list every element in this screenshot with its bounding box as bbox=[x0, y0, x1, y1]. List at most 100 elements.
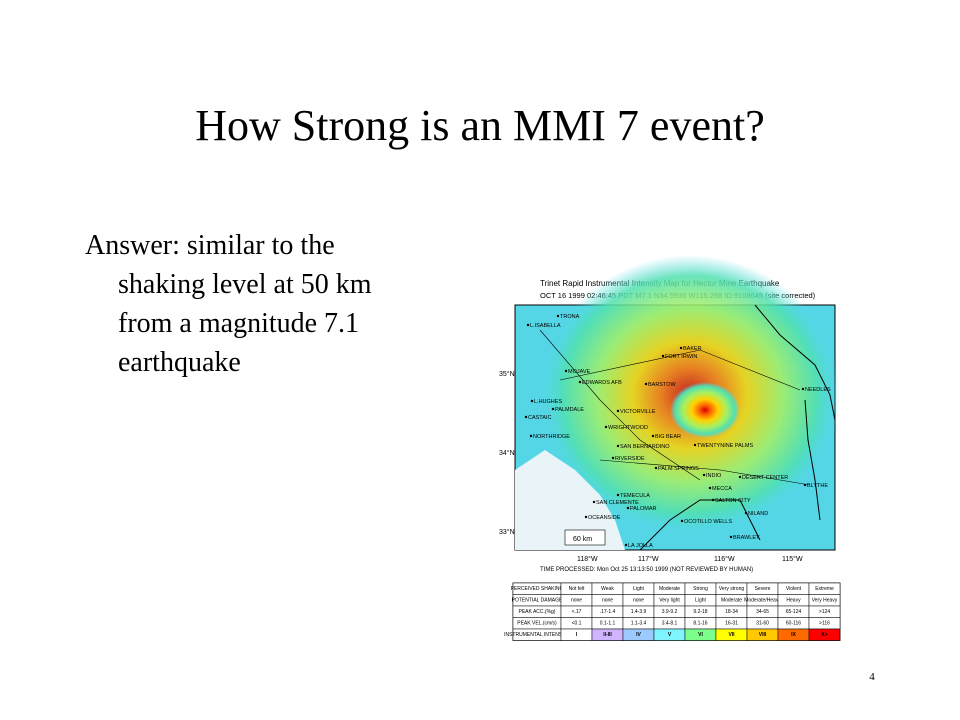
place-label: PALOMAR bbox=[630, 506, 657, 512]
place-dot bbox=[651, 434, 655, 438]
legend-header: PEAK VEL.(cm/s) bbox=[517, 621, 557, 627]
place-label: NORTHRIDGE bbox=[533, 434, 570, 440]
legend-cell-text: Weak bbox=[601, 586, 614, 592]
roads bbox=[539, 329, 811, 486]
processed-note: TIME PROCESSED: Mon Oct 25 13:13:50 1999… bbox=[540, 567, 753, 573]
legend-cell-text: Violent bbox=[786, 586, 802, 592]
legend-cell-text: 16-31 bbox=[725, 621, 738, 627]
legend-cell-text: IX bbox=[791, 632, 796, 638]
scale-box bbox=[564, 529, 606, 546]
place-dot bbox=[729, 535, 733, 539]
place-dot bbox=[551, 407, 555, 411]
lat-label: 33°N bbox=[499, 528, 515, 536]
place-label: FORT IRWIN bbox=[665, 354, 697, 360]
scale-label: 60 km bbox=[573, 536, 592, 543]
place-label: WRIGHTWOOD bbox=[608, 425, 648, 431]
legend-cell-text: Moderate bbox=[721, 598, 742, 604]
legend-cell-text: 3.9-9.2 bbox=[662, 609, 678, 615]
legend-cell-text: I bbox=[576, 632, 578, 638]
place-dot bbox=[644, 382, 648, 386]
legend-cell-text: <0.1 bbox=[572, 621, 582, 627]
legend-cell-text: none bbox=[633, 598, 644, 604]
place-dot bbox=[738, 475, 742, 479]
place-label: RIVERSIDE bbox=[615, 456, 645, 462]
lon-label: 115°W bbox=[782, 555, 803, 563]
place-labels: TRONA L.ISABELLA BAKER FORT IRWIN MOJAVE EDWA… bbox=[524, 314, 831, 549]
place-label: VICTORVILLE bbox=[620, 409, 656, 415]
lon-label: 118°W bbox=[577, 555, 598, 563]
place-label: L.ISABELLA bbox=[530, 323, 561, 329]
place-label: BRAWLEY bbox=[733, 535, 760, 541]
legend-cell-text: Severe bbox=[755, 586, 771, 592]
place-dot bbox=[530, 399, 534, 403]
place-dot bbox=[693, 443, 697, 447]
legend-cell-text: Moderate/Heavy bbox=[744, 598, 781, 604]
legend-cell-text: none bbox=[602, 598, 613, 604]
place-dot bbox=[556, 314, 560, 318]
place-dot bbox=[654, 466, 658, 470]
place-dot bbox=[744, 511, 748, 515]
legend-cell-text: none bbox=[571, 598, 582, 604]
place-label: BLYTHE bbox=[807, 483, 828, 489]
slide-title: How Strong is an MMI 7 event? bbox=[195, 101, 765, 150]
body-line: from a magnitude 7.1 bbox=[118, 308, 359, 339]
legend-cell-text: V bbox=[668, 632, 672, 638]
place-label: TWENTYNINE PALMS bbox=[697, 443, 753, 449]
place-label: PALM SPRINGS bbox=[658, 466, 699, 472]
legend-cell-text: II-III bbox=[603, 632, 612, 638]
place-label: SAN CLEMENTE bbox=[596, 500, 639, 506]
legend-cell-text: 34-65 bbox=[756, 609, 769, 615]
legend-cell bbox=[808, 628, 841, 641]
page-number: 4 bbox=[869, 671, 875, 683]
place-label: SALTON CITY bbox=[715, 498, 751, 504]
place-label: OCOTILLO WELLS bbox=[684, 519, 732, 525]
place-label: EDWARDS AFB bbox=[582, 380, 622, 386]
place-label: MECCA bbox=[712, 486, 732, 492]
place-label: TEMECULA bbox=[620, 493, 650, 499]
legend-cell-text: Strong bbox=[693, 586, 708, 592]
body-line: earthquake bbox=[118, 347, 241, 378]
place-label: NEEDLES bbox=[805, 387, 831, 393]
legend-cell-text: 60-116 bbox=[786, 621, 801, 627]
legend-cell-text: Heavy bbox=[786, 598, 801, 604]
place-dot bbox=[624, 543, 628, 547]
legend-cell-text: VII bbox=[728, 632, 735, 638]
legend-cell-text: 9.2-18 bbox=[693, 609, 707, 615]
place-label: INDIO bbox=[706, 473, 722, 479]
legend-cell-text: IV bbox=[636, 632, 641, 638]
legend-cell-text: 0.1-1.1 bbox=[600, 621, 616, 627]
map-figure: Trinet Rapid Instrumental Intensity Map … bbox=[499, 255, 841, 641]
place-dot bbox=[616, 409, 620, 413]
place-label: PALMDALE bbox=[555, 407, 584, 413]
legend-cell-text: 8.1-16 bbox=[693, 621, 707, 627]
place-label: MOJAVE bbox=[568, 369, 591, 375]
legend-cell-text: 65-124 bbox=[786, 609, 802, 615]
legend-cell-text: X+ bbox=[821, 632, 827, 638]
place-dot bbox=[524, 415, 528, 419]
ocean bbox=[515, 450, 625, 550]
lat-label: 34°N bbox=[499, 449, 515, 457]
place-dot bbox=[584, 515, 588, 519]
legend-cell-text: 1.4-3.9 bbox=[631, 609, 647, 615]
place-label: TRONA bbox=[560, 314, 580, 320]
place-dot bbox=[526, 323, 530, 327]
place-dot bbox=[711, 498, 715, 502]
place-dot bbox=[616, 493, 620, 497]
place-dot bbox=[680, 519, 684, 523]
legend-cell-text: 31-60 bbox=[756, 621, 769, 627]
shaking-core bbox=[670, 382, 740, 438]
place-label: BARSTOW bbox=[648, 382, 677, 388]
lat-label: 35°N bbox=[499, 370, 515, 378]
place-label: L.HUGHES bbox=[534, 399, 562, 405]
place-label: LA JOLLA bbox=[628, 543, 653, 549]
place-dot bbox=[578, 380, 582, 384]
place-dot bbox=[592, 500, 596, 504]
legend-cell-text: Very Heavy bbox=[812, 598, 838, 604]
lon-label: 116°W bbox=[714, 555, 735, 563]
place-dot bbox=[803, 483, 807, 487]
place-dot bbox=[604, 425, 608, 429]
legend-cell-text: <.17 bbox=[572, 609, 582, 615]
place-label: BAKER bbox=[683, 346, 702, 352]
place-dot bbox=[616, 444, 620, 448]
